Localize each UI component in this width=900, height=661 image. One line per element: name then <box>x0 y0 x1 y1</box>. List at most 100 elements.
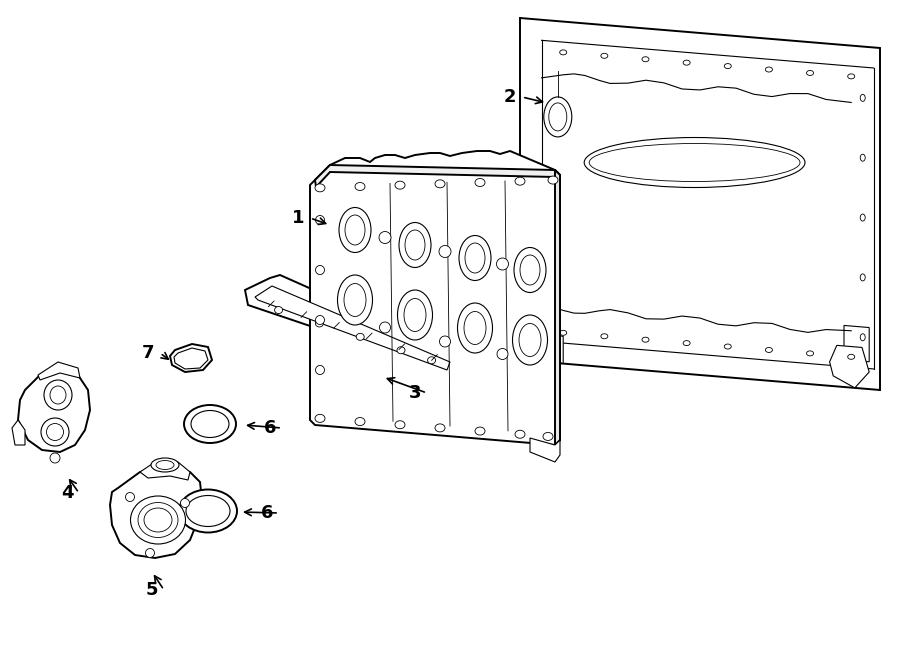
Ellipse shape <box>344 284 366 317</box>
Ellipse shape <box>395 181 405 189</box>
Polygon shape <box>555 170 560 445</box>
Ellipse shape <box>683 340 690 346</box>
Text: 1: 1 <box>292 209 304 227</box>
Polygon shape <box>174 348 208 369</box>
Ellipse shape <box>475 178 485 186</box>
Ellipse shape <box>435 180 445 188</box>
Ellipse shape <box>765 348 772 352</box>
Ellipse shape <box>439 245 451 258</box>
Text: 4: 4 <box>61 484 73 502</box>
Ellipse shape <box>151 458 179 472</box>
Ellipse shape <box>765 67 772 72</box>
Ellipse shape <box>860 154 865 161</box>
Polygon shape <box>315 165 560 187</box>
Ellipse shape <box>514 247 546 293</box>
Ellipse shape <box>642 337 649 342</box>
Ellipse shape <box>398 290 433 340</box>
Polygon shape <box>245 275 462 375</box>
Ellipse shape <box>138 502 178 537</box>
Ellipse shape <box>683 60 690 65</box>
Ellipse shape <box>544 97 572 137</box>
Ellipse shape <box>548 176 558 184</box>
Ellipse shape <box>457 303 492 353</box>
Ellipse shape <box>590 143 800 182</box>
Ellipse shape <box>439 336 451 347</box>
Ellipse shape <box>399 223 431 268</box>
Ellipse shape <box>191 410 229 438</box>
Polygon shape <box>530 438 560 462</box>
Ellipse shape <box>355 418 365 426</box>
Ellipse shape <box>125 492 134 502</box>
Ellipse shape <box>806 71 814 75</box>
Text: 7: 7 <box>142 344 154 362</box>
Ellipse shape <box>315 414 325 422</box>
Text: 6: 6 <box>261 504 274 522</box>
Ellipse shape <box>179 490 237 533</box>
Ellipse shape <box>584 137 805 188</box>
Ellipse shape <box>428 357 436 364</box>
Ellipse shape <box>339 208 371 253</box>
Ellipse shape <box>181 498 190 508</box>
Ellipse shape <box>724 344 732 349</box>
Ellipse shape <box>274 307 283 313</box>
Ellipse shape <box>515 430 525 438</box>
Ellipse shape <box>316 366 325 375</box>
Ellipse shape <box>515 177 525 185</box>
Ellipse shape <box>848 74 855 79</box>
Ellipse shape <box>860 334 865 341</box>
Ellipse shape <box>560 330 567 335</box>
Polygon shape <box>844 325 869 362</box>
Polygon shape <box>38 362 80 380</box>
Polygon shape <box>18 370 90 452</box>
Ellipse shape <box>186 496 230 527</box>
Ellipse shape <box>435 424 445 432</box>
Ellipse shape <box>44 380 72 410</box>
Ellipse shape <box>475 427 485 435</box>
Ellipse shape <box>380 322 391 333</box>
Polygon shape <box>520 18 880 390</box>
Ellipse shape <box>520 255 540 285</box>
Ellipse shape <box>464 311 486 344</box>
Ellipse shape <box>497 258 508 270</box>
Text: 3: 3 <box>409 384 421 402</box>
Polygon shape <box>255 286 450 370</box>
Ellipse shape <box>601 54 608 58</box>
Polygon shape <box>110 468 202 558</box>
Ellipse shape <box>315 320 323 327</box>
Ellipse shape <box>465 243 485 273</box>
Ellipse shape <box>338 275 373 325</box>
Ellipse shape <box>130 496 185 544</box>
Ellipse shape <box>316 266 325 274</box>
Ellipse shape <box>724 63 732 69</box>
Ellipse shape <box>860 274 865 281</box>
Ellipse shape <box>601 334 608 338</box>
Ellipse shape <box>156 461 174 469</box>
Ellipse shape <box>345 215 365 245</box>
Ellipse shape <box>404 299 426 332</box>
Polygon shape <box>310 151 560 445</box>
Polygon shape <box>830 345 869 388</box>
Ellipse shape <box>144 508 172 532</box>
Ellipse shape <box>848 354 855 360</box>
Ellipse shape <box>395 421 405 429</box>
Ellipse shape <box>642 57 649 61</box>
Ellipse shape <box>379 231 391 243</box>
Ellipse shape <box>860 214 865 221</box>
Ellipse shape <box>47 424 64 440</box>
Ellipse shape <box>316 215 325 225</box>
Ellipse shape <box>356 333 365 340</box>
Ellipse shape <box>459 235 491 280</box>
Ellipse shape <box>860 95 865 101</box>
Text: 5: 5 <box>146 581 158 599</box>
Ellipse shape <box>184 405 236 443</box>
Ellipse shape <box>315 184 325 192</box>
Polygon shape <box>542 334 563 364</box>
Ellipse shape <box>543 432 553 440</box>
Ellipse shape <box>806 351 814 356</box>
Ellipse shape <box>549 103 567 131</box>
Text: 2: 2 <box>504 88 517 106</box>
Ellipse shape <box>146 549 155 557</box>
Ellipse shape <box>355 182 365 190</box>
Ellipse shape <box>316 315 325 325</box>
Polygon shape <box>140 462 190 480</box>
